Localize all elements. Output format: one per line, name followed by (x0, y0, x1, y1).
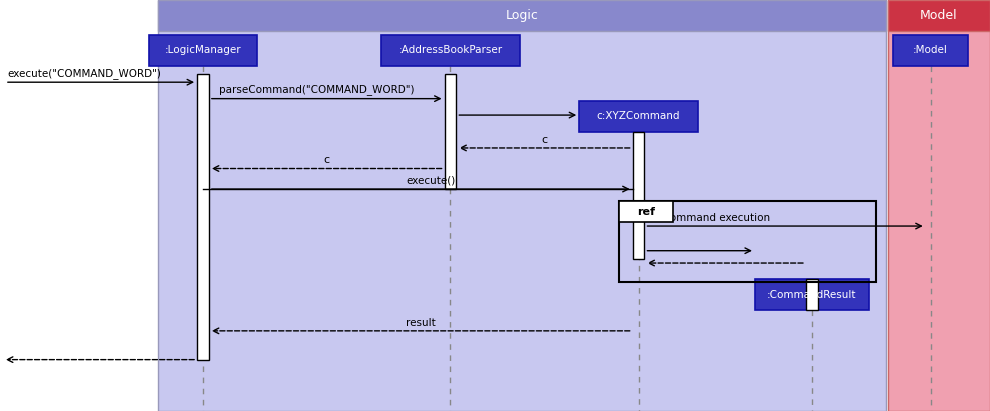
Text: c:XYZCommand: c:XYZCommand (597, 111, 680, 121)
Bar (633, 132, 644, 259)
Text: c: c (324, 155, 330, 165)
Bar (619, 201, 673, 222)
Bar (445, 74, 456, 189)
Text: parseCommand("COMMAND_WORD"): parseCommand("COMMAND_WORD") (219, 84, 414, 95)
Bar (619, 201, 876, 282)
Bar (806, 279, 818, 310)
Text: Logic: Logic (506, 9, 539, 22)
Text: execute("COMMAND_WORD"): execute("COMMAND_WORD") (7, 68, 160, 79)
Bar (158, 0, 886, 31)
Bar (893, 35, 968, 66)
Text: Model: Model (920, 9, 958, 22)
Bar (381, 35, 520, 66)
Text: execute(): execute() (406, 176, 455, 186)
Text: :CommandResult: :CommandResult (767, 290, 856, 300)
Bar (197, 74, 209, 360)
Bar (579, 101, 698, 132)
Text: c: c (542, 135, 547, 145)
Text: :Model: :Model (913, 45, 948, 55)
Bar (754, 279, 869, 310)
Bar (888, 0, 990, 411)
Bar (148, 35, 257, 66)
Text: :AddressBookParser: :AddressBookParser (398, 45, 503, 55)
Text: command execution: command execution (664, 213, 770, 223)
Text: result: result (406, 318, 436, 328)
Text: ref: ref (637, 207, 655, 217)
Text: :LogicManager: :LogicManager (164, 45, 242, 55)
Bar (888, 0, 990, 31)
Bar (158, 0, 886, 411)
